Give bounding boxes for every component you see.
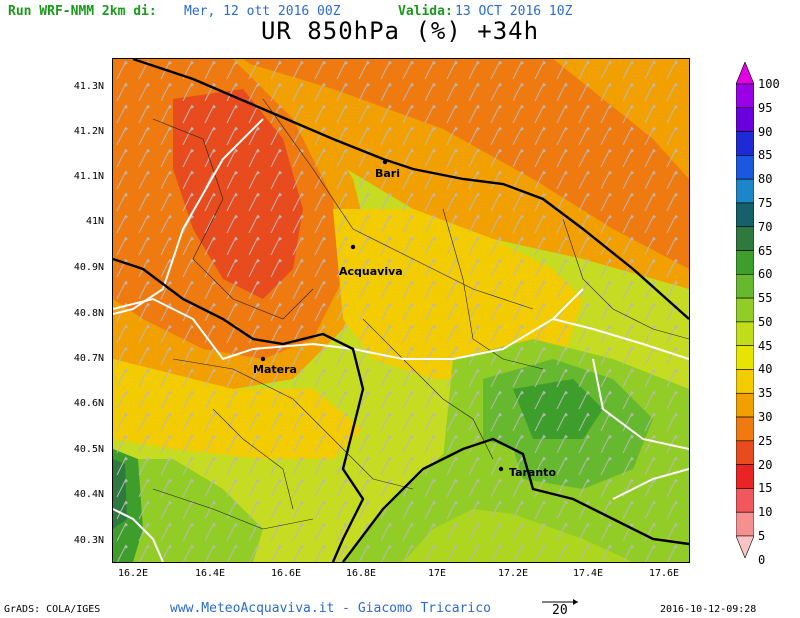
city-label-matera: Matera (253, 363, 297, 376)
lon-tick: 17E (427, 568, 447, 579)
acquaviva-marker (350, 244, 356, 250)
colorbar-label: 60 (758, 267, 773, 281)
colorbar-cell (736, 274, 754, 299)
colorbar-label: 95 (758, 101, 773, 115)
municipal-borders (152, 98, 689, 530)
author-credit[interactable]: www.MeteoAcquaviva.it - Giacomo Tricaric… (170, 601, 491, 616)
matera-marker (260, 356, 266, 362)
map-title: UR 850hPa (%) +34h (260, 17, 540, 45)
colorbar-cell (736, 392, 754, 418)
lat-tick: 40.3N (73, 535, 104, 546)
colorbar-cell (736, 178, 754, 204)
colorbar-label: 50 (758, 315, 773, 329)
colorbar-cell (736, 107, 754, 132)
colorbar-cell (736, 202, 754, 228)
taranto-marker (498, 466, 504, 472)
colorbar-cell (736, 131, 754, 156)
lon-tick: 16.2E (117, 568, 149, 579)
colorbar-cell (736, 511, 754, 537)
lat-tick: 41N (85, 216, 104, 227)
lat-tick: 40.7N (73, 353, 104, 364)
colorbar-cell (736, 155, 754, 180)
colorbar-cap-top (736, 62, 754, 85)
grads-credit: GrADS: COLA/IGES (4, 604, 101, 615)
colorbar-cell (736, 345, 754, 370)
lon-tick: 16.6E (270, 568, 302, 579)
lat-tick: 40.9N (73, 262, 104, 273)
colorbar-label: 10 (758, 505, 773, 519)
colorbar (736, 62, 754, 558)
colorbar-label: 45 (758, 339, 773, 353)
city-label-acquaviva: Acquaviva (339, 265, 403, 278)
colorbar-label: 80 (758, 172, 773, 186)
lon-tick: 16.8E (345, 568, 377, 579)
colorbar-cell (736, 369, 754, 394)
lon-tick: 17.4E (572, 568, 604, 579)
city-label-bari: Bari (375, 167, 401, 180)
colorbar-label: 5 (758, 529, 766, 543)
colorbar-cell (736, 83, 754, 109)
run-label: Run WRF-NMM 2km di: (8, 4, 157, 19)
colorbar-label: 55 (758, 291, 773, 305)
colorbar-cap-bottom (736, 535, 754, 558)
regional-borders (113, 118, 689, 562)
colorbar-label: 70 (758, 220, 773, 234)
colorbar-label: 20 (758, 458, 773, 472)
colorbar-cell (736, 250, 754, 275)
colorbar-label: 90 (758, 125, 773, 139)
run-date: Mer, 12 ott 2016 00Z (184, 4, 341, 19)
lon-tick: 17.6E (648, 568, 680, 579)
map-panel: Bari Acquaviva Matera Taranto (112, 58, 690, 563)
city-markers (260, 159, 504, 472)
colorbar-label: 35 (758, 386, 773, 400)
generation-timestamp: 2016-10-12-09:28 (660, 604, 757, 615)
colorbar-cell (736, 321, 754, 346)
lat-tick: 40.4N (73, 489, 104, 500)
colorbar-cell (736, 488, 754, 513)
colorbar-label: 25 (758, 434, 773, 448)
colorbar-label: 75 (758, 196, 773, 210)
colorbar-cell (736, 464, 754, 489)
coastline (113, 59, 689, 562)
lat-tick: 40.5N (73, 444, 104, 455)
colorbar-cell (736, 226, 754, 251)
lat-tick: 41.2N (73, 126, 104, 137)
colorbar-label: 30 (758, 410, 773, 424)
valid-date: 13 OCT 2016 10Z (455, 4, 573, 19)
colorbar-label: 65 (758, 244, 773, 258)
lon-tick: 16.4E (194, 568, 226, 579)
bari-marker (382, 159, 388, 165)
city-label-taranto: Taranto (509, 466, 557, 479)
lat-tick: 40.6N (73, 398, 104, 409)
vector-reference-label: 20 (552, 603, 568, 618)
colorbar-label: 15 (758, 481, 773, 495)
colorbar-cell (736, 416, 754, 442)
lat-tick: 41.1N (73, 171, 104, 182)
colorbar-label: 85 (758, 148, 773, 162)
humidity-map (113, 59, 689, 562)
valid-label: Valida: (398, 4, 453, 19)
lat-tick: 41.3N (73, 81, 104, 92)
colorbar-label: 40 (758, 362, 773, 376)
lat-tick: 40.8N (73, 308, 104, 319)
colorbar-label: 100 (758, 77, 780, 91)
colorbar-label: 0 (758, 553, 766, 567)
colorbar-cell (736, 297, 754, 323)
vector-reference-arrow (542, 599, 578, 605)
colorbar-cell (736, 440, 754, 465)
lon-tick: 17.2E (497, 568, 529, 579)
